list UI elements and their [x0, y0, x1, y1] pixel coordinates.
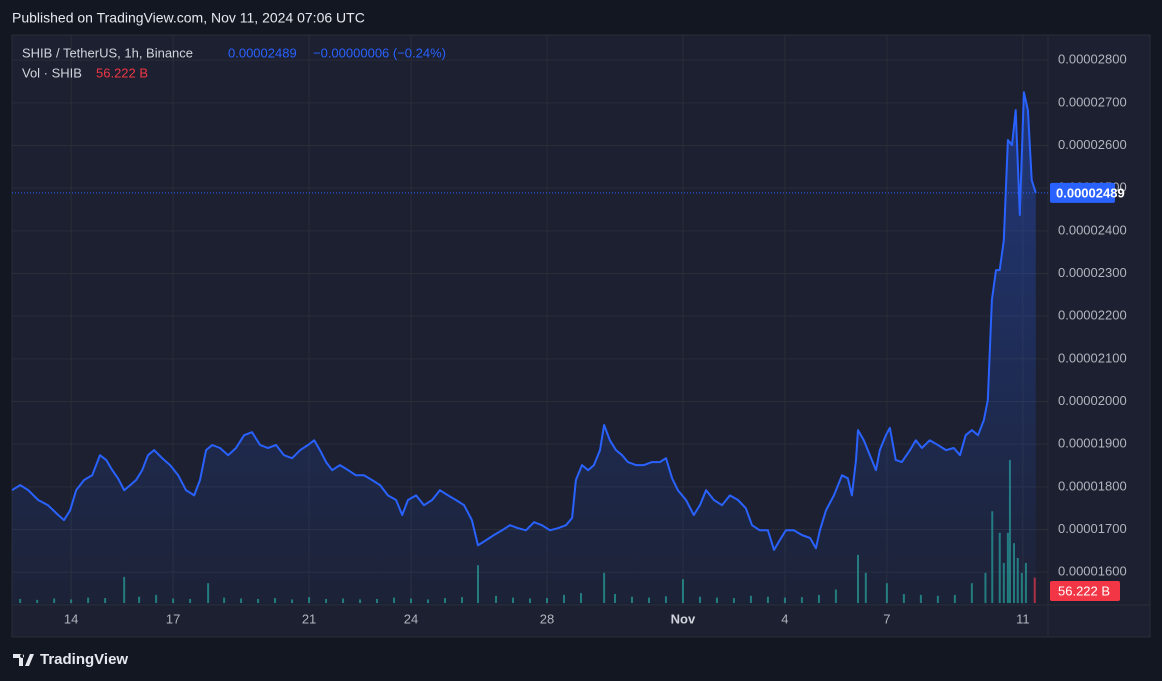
y-tick-label: 0.00001700	[1058, 521, 1127, 536]
y-tick-label: 0.00001900	[1058, 436, 1127, 451]
y-tick-label: 0.00002400	[1058, 222, 1127, 237]
y-tick-label: 0.00001800	[1058, 478, 1127, 493]
x-tick-label: 7	[883, 611, 890, 626]
last-price-label: 0.00002489	[1056, 185, 1125, 200]
x-tick-label: 24	[404, 611, 418, 626]
price-area	[12, 92, 1036, 605]
y-tick-label: 0.00002800	[1058, 52, 1127, 67]
last-price: 0.00002489	[228, 45, 297, 60]
x-tick-label: Nov	[671, 611, 696, 626]
labels: 0.00001600 0.00001700 0.00001800 0.00001900…	[64, 52, 1127, 627]
last-price-badge	[1050, 182, 1115, 203]
volume-last: 56.222 B	[96, 65, 148, 80]
y-tick-label: 0.00002300	[1058, 265, 1127, 280]
volume-legend: Vol · SHIB	[22, 65, 82, 80]
x-tick-label: 28	[540, 611, 554, 626]
y-tick-label: 0.00002200	[1058, 308, 1127, 323]
logo	[13, 654, 34, 666]
y-tick-label: 0.00002000	[1058, 393, 1127, 408]
x-tick-label: 17	[166, 611, 180, 626]
x-tick-label: 11	[1016, 611, 1030, 626]
x-tick-label: 21	[302, 611, 316, 626]
y-tick-label: 0.00002600	[1058, 137, 1127, 152]
header: Published on TradingView.com, Nov 11, 20…	[12, 10, 365, 26]
y-tick-label: 0.00002100	[1058, 350, 1127, 365]
footer-brand: TradingView	[40, 651, 128, 668]
y-tick-label: 0.00002700	[1058, 94, 1127, 109]
price-line	[11, 91, 1037, 551]
volume-badge	[1050, 581, 1120, 601]
y-tick-label: 0.00001600	[1058, 564, 1127, 579]
logo-icon	[13, 654, 34, 666]
volume-badge-label: 56.222 B	[1058, 583, 1110, 598]
chart-title: SHIB / TetherUS, 1h, Binance	[22, 45, 193, 60]
marks	[11, 91, 1048, 605]
x-tick-label: 14	[64, 611, 78, 626]
price-change: −0.00000006 (−0.24%)	[313, 45, 446, 60]
x-tick-label: 4	[781, 611, 788, 626]
